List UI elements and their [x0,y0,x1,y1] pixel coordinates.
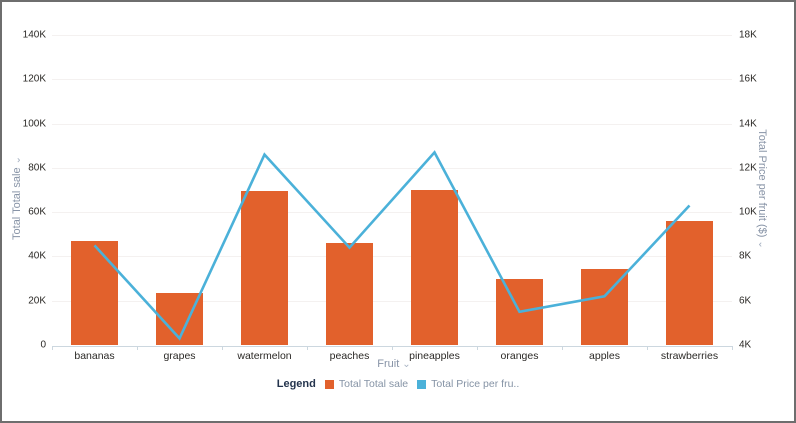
legend-entry-total-sale[interactable]: Total Total sale [324,378,409,390]
chevron-down-icon[interactable]: ⌄ [756,240,767,249]
bar-pineapples[interactable] [411,190,458,345]
chevron-down-icon[interactable]: ⌄ [402,359,411,370]
gridline [52,35,732,36]
left-axis-tick-label: 0 [40,339,46,351]
legend-title: Legend [276,378,316,390]
legend-entry-price-per-fruit[interactable]: Total Price per fru.. [417,378,519,390]
x-axis-tick [732,346,733,350]
right-axis-tick-label: 4K [739,339,752,351]
x-axis-tick [562,346,563,350]
right-axis-tick-label: 18K [739,29,757,41]
gridline [52,300,732,302]
x-axis-tick [392,346,393,350]
x-axis-tick [52,346,53,350]
left-axis-title[interactable]: Total Total sale ⌄ [11,156,23,240]
x-category-label-grapes[interactable]: grapes [163,350,196,362]
left-axis-tick-label: 140K [22,29,46,41]
bar-peaches[interactable] [326,243,373,345]
x-axis-tick [137,346,138,350]
right-axis-tick-label: 16K [739,73,757,85]
x-axis-tick [222,346,223,350]
bar-watermelon[interactable] [241,191,288,345]
left-axis-tick-label: 100K [22,118,46,130]
legend-entry-label: Total Price per fru.. [431,378,520,390]
bar-bananas[interactable] [71,240,118,345]
left-axis-tick-label: 80K [28,162,46,174]
right-axis-tick-label: 6K [739,295,752,307]
x-category-label-apples[interactable]: apples [589,350,620,362]
legend-entry-label: Total Total sale [338,378,409,390]
chevron-down-icon[interactable]: ⌄ [12,156,23,165]
right-axis-tick-label: 14K [739,118,757,130]
gridline [52,256,732,258]
left-axis-title-label: Total Total sale [11,167,23,240]
x-category-label-pineapples[interactable]: pineapples [409,350,460,362]
gridline [52,212,732,214]
legend: Legend Total Total sale Total Price per … [2,378,794,390]
x-category-label-bananas[interactable]: bananas [74,350,115,362]
right-axis-tick-label: 12K [739,162,757,174]
x-axis-tick [477,346,478,350]
left-axis-tick-label: 120K [22,73,46,85]
right-axis-tick-label: 8K [739,250,752,262]
legend-swatch-bar-icon [324,379,334,389]
x-category-label-peaches[interactable]: peaches [329,350,370,362]
line-price-per-fruit[interactable] [93,150,691,341]
x-axis-tick [307,346,308,350]
x-category-label-watermelon[interactable]: watermelon [237,350,292,362]
right-axis-title-label: Total Price per fruit ($) [756,129,768,238]
x-category-label-strawberries[interactable]: strawberries [660,350,719,362]
x-axis-title[interactable]: Fruit ⌄ [377,358,410,370]
x-category-label-oranges[interactable]: oranges [500,350,539,362]
left-axis-tick-label: 40K [28,250,46,262]
right-axis-tick-label: 10K [739,206,757,218]
left-axis-tick-label: 60K [28,206,46,218]
gridline [52,167,732,169]
x-axis-title-label: Fruit [377,358,400,370]
right-axis-title[interactable]: Total Price per fruit ($) ⌄ [756,129,768,249]
gridline [52,79,732,81]
legend-swatch-line-icon [417,379,427,389]
gridline [52,123,732,125]
left-axis-tick-label: 20K [28,295,46,307]
x-axis-tick [647,346,648,350]
bar-strawberries[interactable] [666,221,713,345]
